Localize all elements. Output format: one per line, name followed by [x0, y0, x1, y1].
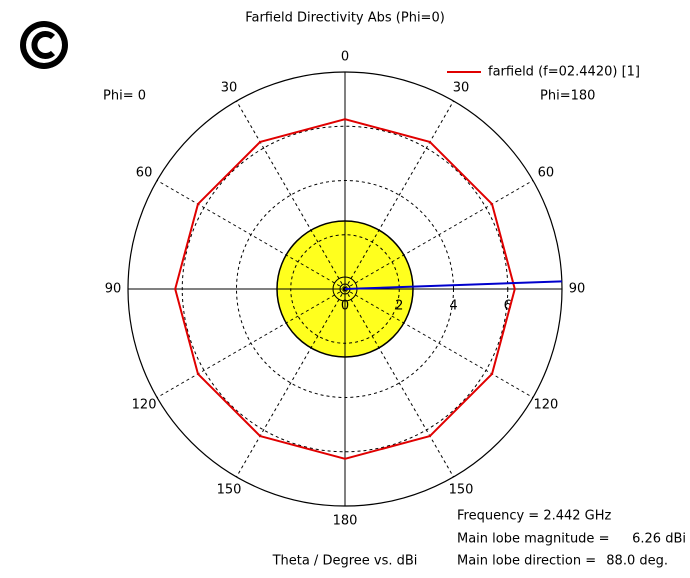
angle-tick-label: 90 [105, 282, 122, 297]
r-tick-label: 6 [504, 299, 512, 314]
series-line [174, 118, 516, 460]
left-label: Phi= 0 [103, 89, 146, 104]
angle-tick-label: 150 [449, 482, 474, 497]
angle-tick-label: 150 [217, 482, 242, 497]
angle-tick-label: 30 [453, 81, 470, 96]
magnitude: 6.26 dBi [632, 532, 686, 547]
r-tick-label: 4 [449, 299, 457, 314]
spoke [344, 288, 534, 398]
angle-tick-label: 120 [132, 398, 157, 413]
spoke [344, 288, 454, 478]
spoke [156, 180, 346, 290]
main-lobe [344, 280, 562, 290]
angle-tick-label: 60 [538, 166, 555, 181]
angle-tick-label: 0 [341, 50, 349, 65]
frequency: Frequency = 2.442 GHz [457, 509, 612, 524]
spoke [236, 288, 346, 478]
magnitude-text: Main lobe magnitude = [457, 532, 609, 547]
angle-tick-label: 60 [136, 166, 153, 181]
direction: 88.0 deg. [606, 554, 668, 569]
spoke [344, 180, 534, 290]
r-tick-label: 2 [395, 299, 403, 314]
angle-tick-label: 90 [569, 282, 586, 297]
spoke [344, 100, 454, 290]
direction-text: Main lobe direction = [457, 554, 596, 569]
copyright-icon [20, 21, 68, 69]
chart-title: Farfield Directivity Abs (Phi=0) [245, 11, 445, 26]
axis-label: Theta / Degree vs. dBi [272, 554, 418, 569]
angle-tick-label: 120 [534, 398, 559, 413]
angle-tick-label: 180 [333, 514, 358, 529]
legend-label: farfield (f=02.4420) [1] [488, 65, 640, 80]
spoke [236, 100, 346, 290]
right-label: Phi=180 [540, 89, 595, 104]
angle-tick-label: 30 [221, 81, 238, 96]
spoke [156, 288, 346, 398]
